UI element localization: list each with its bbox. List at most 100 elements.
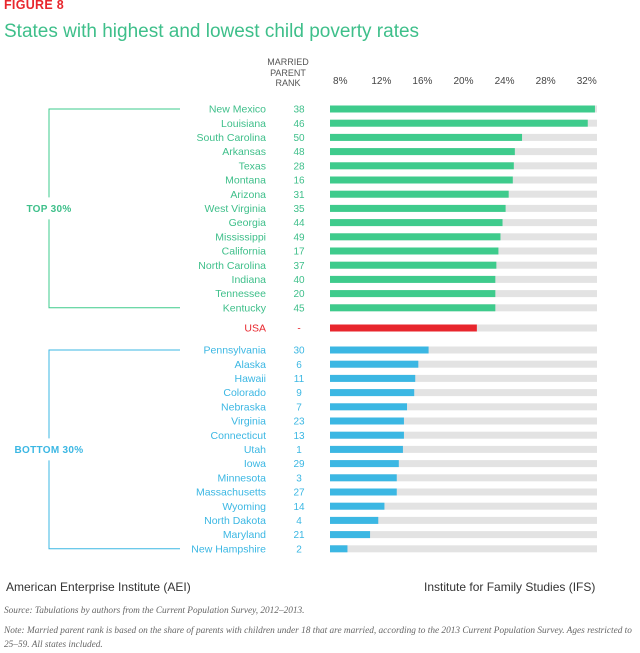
rank-label: 11: [294, 374, 305, 385]
bottom-30-bracket-lower: [48, 460, 180, 550]
rank-label: 37: [293, 261, 305, 272]
rank-label: 45: [293, 303, 305, 314]
bar: [330, 176, 513, 184]
rank-label: 1: [296, 445, 302, 456]
rank-label: 44: [293, 218, 305, 229]
rank-label: 35: [293, 204, 305, 215]
bar: [330, 488, 397, 496]
category-label: Minnesota: [218, 472, 267, 484]
category-label: Tennessee: [215, 288, 266, 300]
bar: [330, 204, 506, 212]
bar: [330, 346, 429, 354]
category-label: Louisiana: [221, 118, 266, 130]
category-label: Nebraska: [221, 401, 266, 413]
bar-track: [330, 374, 597, 382]
bar: [330, 119, 588, 127]
category-label: Alaska: [234, 359, 266, 371]
rank-label: 17: [293, 247, 305, 258]
source-aei: American Enterprise Institute (AEI): [6, 580, 191, 594]
bar: [330, 474, 397, 482]
category-label: Massachusetts: [196, 487, 266, 499]
rank-label: 4: [296, 516, 302, 527]
rank-label: 31: [293, 190, 305, 201]
bar: [330, 516, 379, 524]
rank-label: 14: [293, 502, 305, 513]
method-note: Note: Married parent rank is based on th…: [4, 626, 632, 650]
category-label: Arkansas: [222, 146, 266, 158]
bar-track: [330, 488, 597, 496]
rank-label: 7: [296, 402, 302, 413]
bar: [330, 133, 523, 141]
bar: [330, 190, 509, 198]
bar: [330, 233, 501, 241]
rank-label: 38: [293, 105, 305, 116]
bar-track: [330, 502, 597, 510]
bar: [330, 531, 371, 539]
category-label: South Carolina: [197, 132, 267, 144]
x-tick-label: 8%: [333, 76, 348, 87]
category-label: Connecticut: [211, 430, 267, 442]
x-tick-label: 24%: [495, 76, 515, 87]
rank-label: 30: [293, 346, 305, 357]
category-label: Maryland: [223, 529, 266, 541]
bar: [330, 247, 499, 255]
top-30-bracket-upper: [48, 108, 180, 198]
rank-label: 48: [293, 147, 305, 158]
rank-label: 2: [296, 544, 302, 555]
category-label: Texas: [239, 160, 266, 172]
bar-track: [330, 403, 597, 411]
bar: [330, 148, 515, 156]
bar-track: [330, 531, 597, 539]
rank-label: 49: [293, 232, 305, 243]
bar: [330, 324, 477, 332]
bar-track: [330, 460, 597, 468]
x-tick-label: 32%: [577, 76, 597, 87]
rank-label: 40: [293, 275, 305, 286]
mpr-header-line-1: MARRIED: [267, 57, 309, 67]
rank-label: 3: [296, 473, 302, 484]
mpr-header-line-2: PARENT: [270, 67, 306, 78]
rank-label: 28: [293, 161, 305, 172]
category-label: Kentucky: [223, 302, 267, 314]
category-label: USA: [244, 323, 266, 335]
bar: [330, 502, 385, 510]
bar-track: [330, 516, 597, 524]
category-label: New Mexico: [209, 104, 266, 116]
rank-label: -: [297, 324, 300, 335]
bottom-30-bracket-upper: [48, 349, 180, 439]
bar: [330, 162, 514, 170]
rank-label: 16: [293, 176, 305, 187]
bar-track: [330, 360, 597, 368]
chart-title: States with highest and lowest child pov…: [4, 21, 420, 42]
bar-track: [330, 417, 597, 425]
rank-label: 46: [293, 119, 305, 130]
bar: [330, 290, 496, 298]
source-ifs: Institute for Family Studies (IFS): [424, 580, 596, 594]
bar: [330, 389, 415, 397]
category-label: North Carolina: [198, 260, 266, 272]
bar: [330, 304, 496, 312]
rank-label: 23: [293, 417, 305, 428]
rank-label: 50: [293, 133, 305, 144]
bar: [330, 275, 496, 283]
category-label: West Virginia: [205, 203, 267, 215]
category-label: California: [222, 246, 267, 258]
rank-label: 29: [293, 459, 305, 470]
category-label: Arizona: [230, 189, 266, 201]
rank-label: 20: [293, 289, 305, 300]
category-label: Utah: [244, 444, 266, 456]
category-label: Indiana: [232, 274, 267, 286]
category-label: Wyoming: [222, 501, 266, 513]
x-tick-label: 20%: [453, 76, 473, 87]
poverty-bar-chart: 8% 12% 16% 20% 24% 28% 32% New Mexico 38 Louisian…: [15, 76, 597, 555]
bar: [330, 431, 404, 439]
top-30-group-label: TOP 30%: [26, 204, 71, 215]
bar: [330, 105, 595, 113]
category-label: Georgia: [229, 217, 267, 229]
category-label: New Hampshire: [191, 543, 266, 555]
rank-label: 6: [296, 360, 302, 371]
bar-track: [330, 545, 597, 553]
category-label: Pennsylvania: [204, 345, 267, 357]
rank-label: 27: [293, 488, 305, 499]
bar-track: [330, 474, 597, 482]
